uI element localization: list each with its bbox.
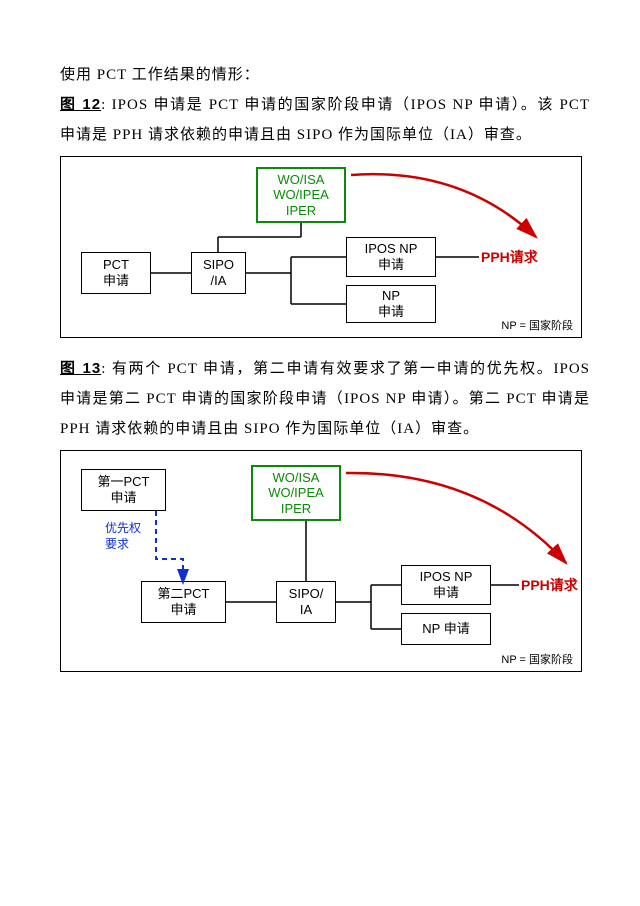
node-ipos2-l1: 申请 — [433, 585, 459, 601]
node-np-l0: NP — [382, 288, 400, 304]
diagram-12: PCT 申请 SIPO /IA WO/ISA WO/IPEA IPER IPOS… — [60, 156, 582, 338]
node-sipo-l1: /IA — [211, 273, 227, 289]
priority-label: 优先权 要求 — [105, 521, 141, 552]
node-pct: PCT 申请 — [81, 252, 151, 294]
node-green2: WO/ISA WO/IPEA IPER — [251, 465, 341, 521]
pph-label-12: PPH请求 — [481, 247, 538, 267]
section-heading: 使用 PCT 工作结果的情形： — [60, 60, 590, 90]
node-green2-l1: WO/IPEA — [268, 485, 324, 501]
node-sipo-l0: SIPO — [203, 257, 234, 273]
node-green-l1: WO/IPEA — [273, 187, 329, 203]
node-np2-l0: NP 申请 — [422, 621, 469, 637]
node-pct1-l1: 申请 — [110, 490, 136, 506]
fig13-label: 图 13 — [60, 360, 101, 377]
node-np: NP 申请 — [346, 285, 436, 323]
fig12-caption: 图 12: IPOS 申请是 PCT 申请的国家阶段申请（IPOS NP 申请）… — [60, 90, 590, 150]
node-pct2: 第二PCT 申请 — [141, 581, 226, 623]
diagram-13: 第一PCT 申请 第二PCT 申请 SIPO/ IA WO/ISA WO/IPE… — [60, 450, 582, 672]
node-np-l1: 申请 — [378, 304, 404, 320]
node-ipos2: IPOS NP 申请 — [401, 565, 491, 605]
pph-label-13: PPH请求 — [521, 575, 578, 595]
node-pct2-l1: 申请 — [170, 602, 196, 618]
node-pct2-l0: 第二PCT — [157, 586, 209, 602]
fig12-text: : IPOS 申请是 PCT 申请的国家阶段申请（IPOS NP 申请）。该 P… — [60, 97, 590, 143]
node-ipos-l1: 申请 — [378, 257, 404, 273]
node-pct-l1: 申请 — [103, 273, 129, 289]
np-footer-13: NP = 国家阶段 — [501, 651, 573, 667]
node-np2: NP 申请 — [401, 613, 491, 645]
node-sipo2-l0: SIPO/ — [289, 586, 324, 602]
fig13-caption: 图 13: 有两个 PCT 申请，第二申请有效要求了第一申请的优先权。IPOS … — [60, 354, 590, 444]
node-sipo2: SIPO/ IA — [276, 581, 336, 623]
node-green-l0: WO/ISA — [278, 172, 325, 188]
page: 使用 PCT 工作结果的情形： 图 12: IPOS 申请是 PCT 申请的国家… — [0, 0, 640, 906]
node-ipos-l0: IPOS NP — [365, 241, 418, 257]
node-ipos: IPOS NP 申请 — [346, 237, 436, 277]
node-sipo2-l1: IA — [300, 602, 312, 618]
fig12-label: 图 12 — [60, 96, 101, 113]
node-pct1: 第一PCT 申请 — [81, 469, 166, 511]
node-green-l2: IPER — [286, 203, 316, 219]
node-pct-l0: PCT — [103, 257, 129, 273]
node-green2-l0: WO/ISA — [273, 470, 320, 486]
node-ipos2-l0: IPOS NP — [420, 569, 473, 585]
node-green: WO/ISA WO/IPEA IPER — [256, 167, 346, 223]
node-pct1-l0: 第一PCT — [97, 474, 149, 490]
node-sipo: SIPO /IA — [191, 252, 246, 294]
priority-l0: 优先权 — [105, 521, 141, 535]
node-green2-l2: IPER — [281, 501, 311, 517]
fig13-text: : 有两个 PCT 申请，第二申请有效要求了第一申请的优先权。IPOS 申请是第… — [60, 361, 590, 437]
np-footer-12: NP = 国家阶段 — [501, 317, 573, 333]
priority-l1: 要求 — [105, 537, 129, 551]
